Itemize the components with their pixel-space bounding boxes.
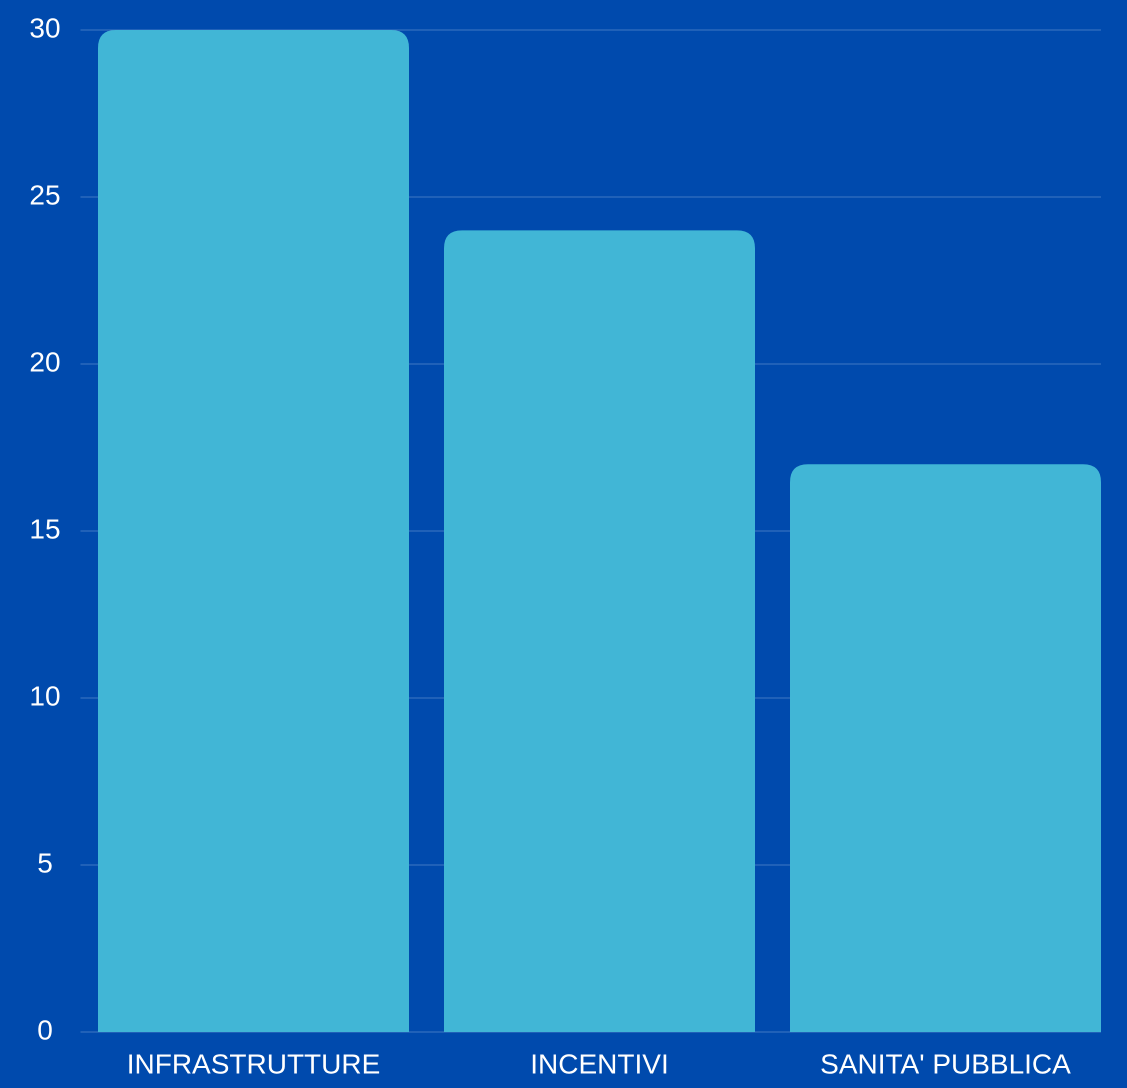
bar [98,30,409,1032]
y-tick-label: 30 [29,12,60,43]
y-tick-label: 20 [29,346,60,377]
y-tick-label: 10 [29,680,60,711]
y-tick-label: 15 [29,513,60,544]
y-tick-label: 25 [29,179,60,210]
bar [444,230,755,1032]
x-tick-label: INFRASTRUTTURE [127,1048,381,1079]
x-tick-label: INCENTIVI [530,1048,668,1079]
x-tick-label: SANITA' PUBBLICA [820,1048,1071,1079]
bar [790,464,1101,1032]
y-tick-label: 0 [37,1014,53,1045]
y-tick-label: 5 [37,847,53,878]
